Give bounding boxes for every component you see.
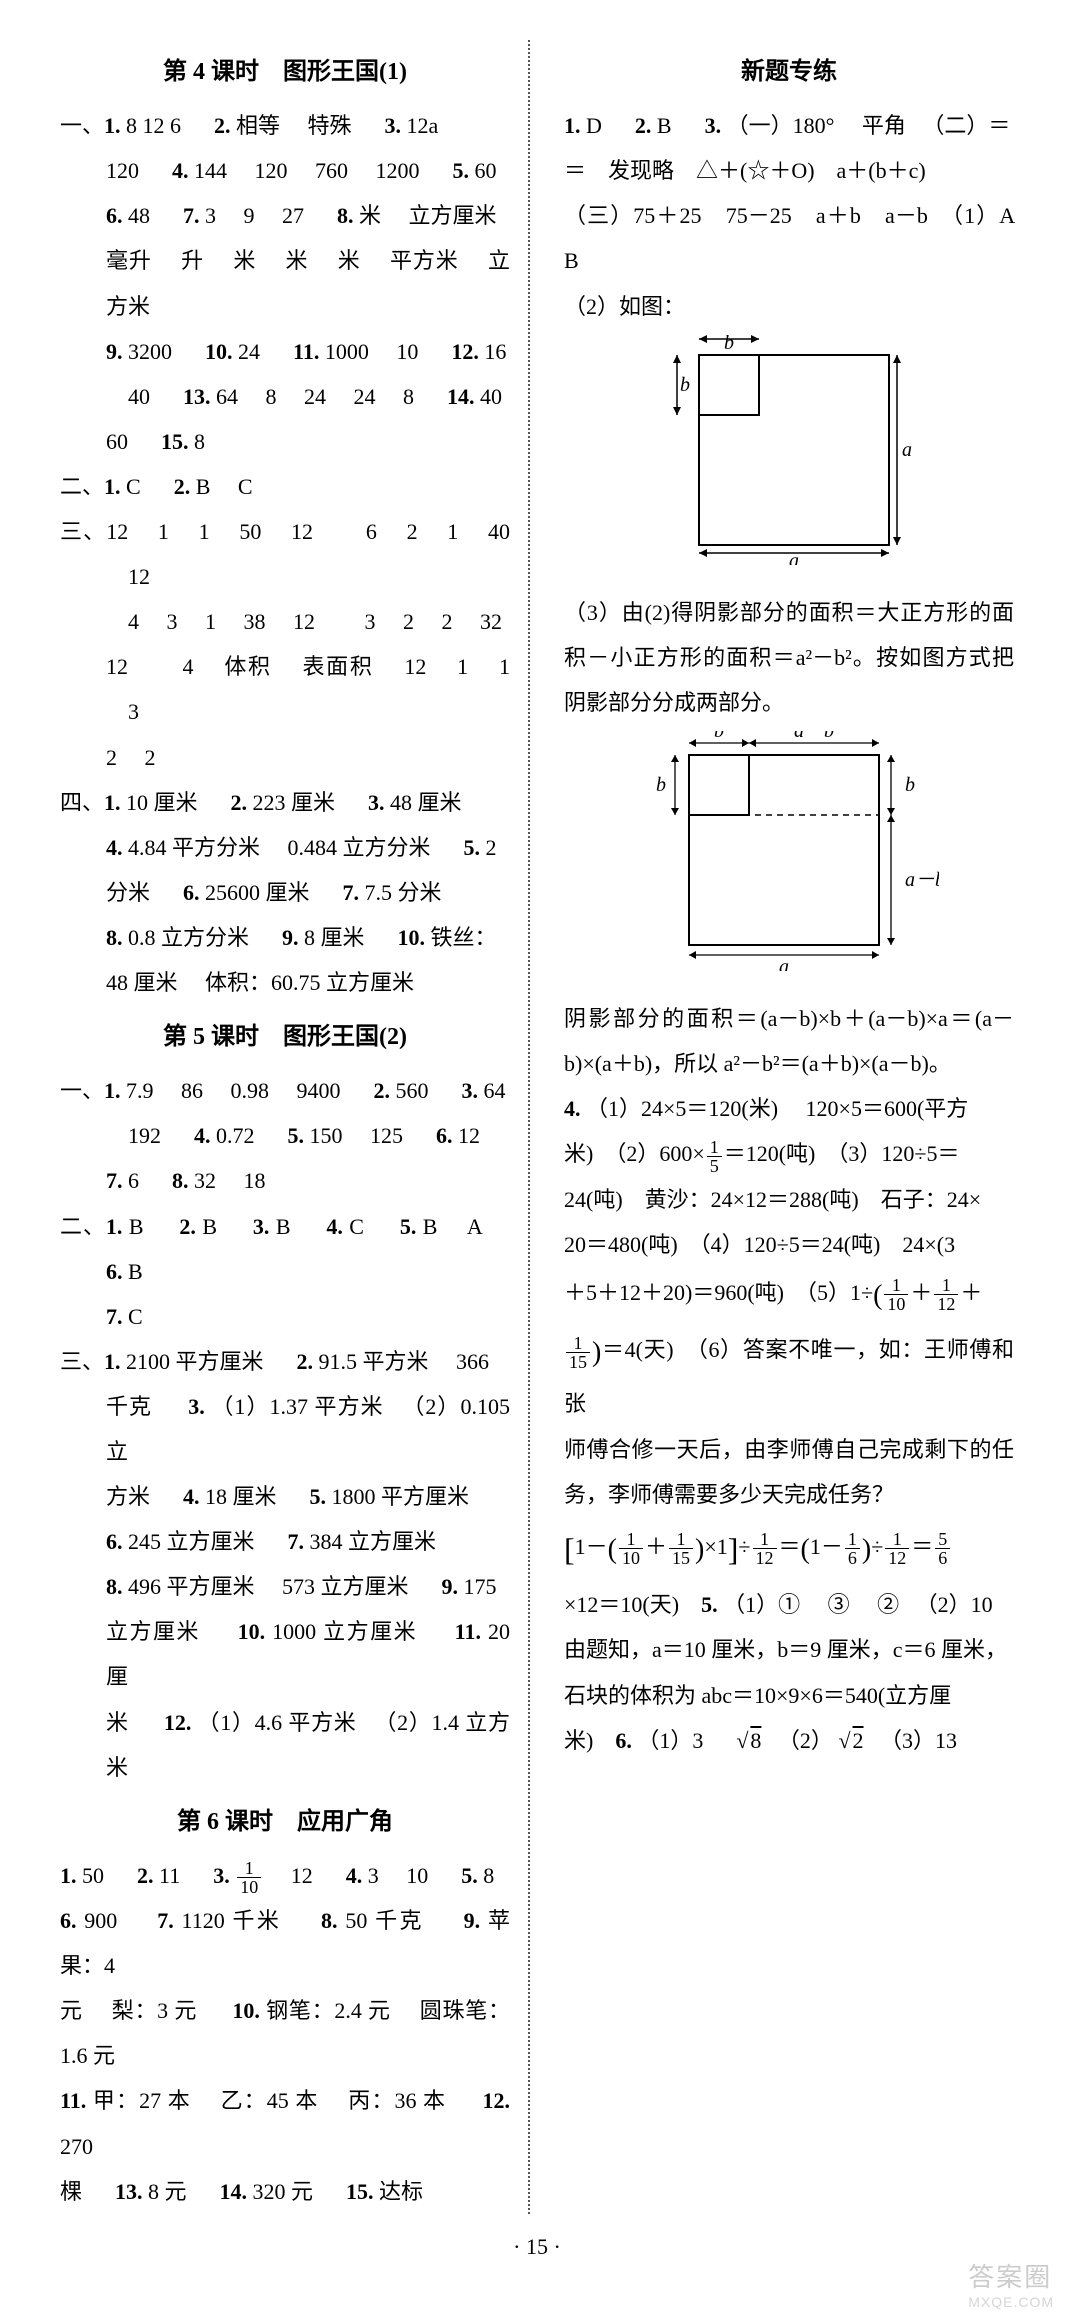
watermark-main: 答案圈 <box>968 2262 1052 2292</box>
q4-p1: 4. （1）24×5＝120(米) 120×5＝600(平方 <box>564 1086 1014 1131</box>
svg-text:b: b <box>656 774 666 796</box>
answer-line: 1. 50 2. 11 3. 110 12 4. 3 10 5. 8 <box>60 1853 510 1898</box>
sec4-san: 三、12 1 1 50 12 6 2 1 40 12 4 3 1 38 12 3… <box>60 509 510 780</box>
answer-line: 一、1. 8 12 6 2. 相等 特殊 3. 12a <box>60 103 510 148</box>
svg-text:b: b <box>905 774 915 796</box>
sec6-title: 第 6 课时 应用广角 <box>60 1798 510 1847</box>
sec4-si: 四、1. 10 厘米 2. 223 厘米 3. 48 厘米4. 4.84 平方分… <box>60 780 510 1005</box>
sec5-san: 三、1. 2100 平方厘米 2. 91.5 平方米 366千克 3. （1）1… <box>60 1339 510 1790</box>
answer-line: 元 梨：3 元 10. 钢笔：2.4 元 圆珠笔：1.6 元 <box>60 1988 510 2078</box>
answer-line: 米 12. （1）4.6 平方米 （2）1.4 立方米 <box>60 1700 510 1790</box>
page-number: · 15 · <box>60 2234 1014 2260</box>
answer-line: 12 4 体积 表面积 12 1 1 3 <box>60 644 510 734</box>
answer-line: 11. 甲：27 本 乙：45 本 丙：36 本 12. 270 <box>60 2078 510 2168</box>
answer-line: 三、1. 2100 平方厘米 2. 91.5 平方米 366 <box>60 1339 510 1384</box>
answer-line: 6. 48 7. 3 9 27 8. 米 立方厘米 <box>60 193 510 238</box>
q4-p5b: 115)＝4(天) （6）答案不唯一，如：王师傅和张 <box>564 1324 1014 1426</box>
sec5-title: 第 5 课时 图形王国(2) <box>60 1013 510 1062</box>
svg-text:b: b <box>724 335 734 354</box>
svg-text:b: b <box>680 374 690 396</box>
r-line4: （2）如图： <box>564 284 1014 329</box>
r-line2: ＝ 发现略 △＋(☆＋O) a＋(b＋c) <box>564 148 1014 193</box>
q5b: 由题知，a＝10 厘米，b＝9 厘米，c＝6 厘米， <box>564 1627 1014 1672</box>
watermark: 答案圈 MXQE.COM <box>968 2257 1054 2310</box>
answer-line: 毫升 升 米 米 米 平方米 立方米 <box>60 238 510 328</box>
svg-text:a: a <box>902 439 912 461</box>
q5d: 米) 6. （1）3 8 （2） 2 （3）13 <box>564 1718 1014 1763</box>
sec6-body: 1. 50 2. 11 3. 110 12 4. 3 10 5. 86. 900… <box>60 1853 510 2214</box>
answer-line: 一、1. 7.9 86 0.98 9400 2. 560 3. 64 <box>60 1068 510 1113</box>
sec4-er: 二、1. C 2. B C <box>60 464 510 509</box>
answer-line: 6. 900 7. 1120 千米 8. 50 千克 9. 苹果：4 <box>60 1898 510 1988</box>
answer-line: 7. C <box>60 1294 510 1339</box>
svg-text:b: b <box>714 731 724 742</box>
answer-line: 8. 0.8 立方分米 9. 8 厘米 10. 铁丝： <box>60 915 510 960</box>
q4-p5: ＋5＋12＋20)＝960(吨) （5）1÷(110＋112＋ <box>564 1267 1014 1324</box>
sec5-er: 二、1. B 2. B 3. B 4. C 5. B A 6. B7. C <box>60 1204 510 1339</box>
figure-2: b a－b b b a－b a <box>564 731 1014 986</box>
columns: 第 4 课时 图形王国(1) 一、1. 8 12 6 2. 相等 特殊 3. 1… <box>60 40 1014 2214</box>
q4-p3: 24(吨) 黄沙：24×12＝288(吨) 石子：24× <box>564 1177 1014 1222</box>
q5c: 石块的体积为 abc＝10×9×6＝540(立方厘 <box>564 1673 1014 1718</box>
r-line3: （三）75＋25 75－25 a＋b a－b （1）A B <box>564 193 1014 283</box>
q4-p6: 师傅合修一天后，由李师傅自己完成剩下的任务，李师傅需要多少天完成任务？ <box>564 1427 1014 1517</box>
q4-p2: 米) （2）600×15＝120(吨) （3）120÷5＝ <box>564 1131 1014 1176</box>
sec5-yi: 一、1. 7.9 86 0.98 9400 2. 560 3. 64 192 4… <box>60 1068 510 1203</box>
right-title: 新题专练 <box>564 48 1014 97</box>
answer-line: 6. 245 立方厘米 7. 384 立方厘米 <box>60 1519 510 1564</box>
answer-line: 7. 6 8. 32 18 <box>60 1158 510 1203</box>
answer-line: 二、1. B 2. B 3. B 4. C 5. B A 6. B <box>60 1204 510 1294</box>
answer-line: 192 4. 0.72 5. 150 125 6. 12 <box>60 1113 510 1158</box>
r-line1: 1. D 2. B 3. （一）180° 平角 （二）＝ <box>564 103 1014 148</box>
left-column: 第 4 课时 图形王国(1) 一、1. 8 12 6 2. 相等 特殊 3. 1… <box>60 40 530 2214</box>
answer-line: 方米 4. 18 厘米 5. 1800 平方厘米 <box>60 1474 510 1519</box>
answer-line: 4 3 1 38 12 3 2 2 32 <box>60 599 510 644</box>
answer-line: 四、1. 10 厘米 2. 223 厘米 3. 48 厘米 <box>60 780 510 825</box>
r-line5: （3）由(2)得阴影部分的面积＝大正方形的面积－小正方形的面积＝a²－b²。按如… <box>564 590 1014 725</box>
answer-line: 2 2 <box>60 735 510 780</box>
r-line6: 阴影部分的面积＝(a－b)×b＋(a－b)×a＝(a－b)×(a＋b)，所以 a… <box>564 996 1014 1086</box>
sec4-yi: 一、1. 8 12 6 2. 相等 特殊 3. 12a120 4. 144 12… <box>60 103 510 464</box>
answer-line: 千克 3. （1）1.37 平方米 （2）0.105 立 <box>60 1384 510 1474</box>
answer-line: 9. 3200 10. 24 11. 1000 10 12. 16 <box>60 329 510 374</box>
answer-line: 分米 6. 25600 厘米 7. 7.5 分米 <box>60 870 510 915</box>
svg-text:a: a <box>779 956 789 971</box>
answer-line: 立方厘米 10. 1000 立方厘米 11. 20 厘 <box>60 1609 510 1699</box>
watermark-sub: MXQE.COM <box>968 2294 1054 2310</box>
figure-1: bbaa <box>564 335 1014 580</box>
page: 第 4 课时 图形王国(1) 一、1. 8 12 6 2. 相等 特殊 3. 1… <box>0 0 1074 2320</box>
answer-line: 8. 496 平方厘米 573 立方厘米 9. 175 <box>60 1564 510 1609</box>
answer-line: 4. 4.84 平方分米 0.484 立方分米 5. 2 <box>60 825 510 870</box>
sec4-title: 第 4 课时 图形王国(1) <box>60 48 510 97</box>
right-column: 新题专练 1. D 2. B 3. （一）180° 平角 （二）＝ ＝ 发现略 … <box>554 40 1014 2214</box>
answer-line: 40 13. 64 8 24 24 8 14. 40 <box>60 374 510 419</box>
q4-eq: [1－(110＋115)×1]÷112＝(1－16)÷112＝56 <box>564 1517 1014 1583</box>
svg-text:a－b: a－b <box>905 869 939 891</box>
answer-line: 48 厘米 体积：60.75 立方厘米 <box>60 960 510 1005</box>
answer-line: 三、12 1 1 50 12 6 2 1 40 12 <box>60 509 510 599</box>
q4-p4: 20＝480(吨) （4）120÷5＝24(吨) 24×(3 <box>564 1222 1014 1267</box>
q4-tail: ×12＝10(天) 5. （1）① ③ ② （2）10 <box>564 1582 1014 1627</box>
answer-line: 棵 13. 8 元 14. 320 元 15. 达标 <box>60 2169 510 2214</box>
svg-text:a－b: a－b <box>794 731 834 742</box>
answer-line: 60 15. 8 <box>60 419 510 464</box>
answer-line: 120 4. 144 120 760 1200 5. 60 <box>60 148 510 193</box>
